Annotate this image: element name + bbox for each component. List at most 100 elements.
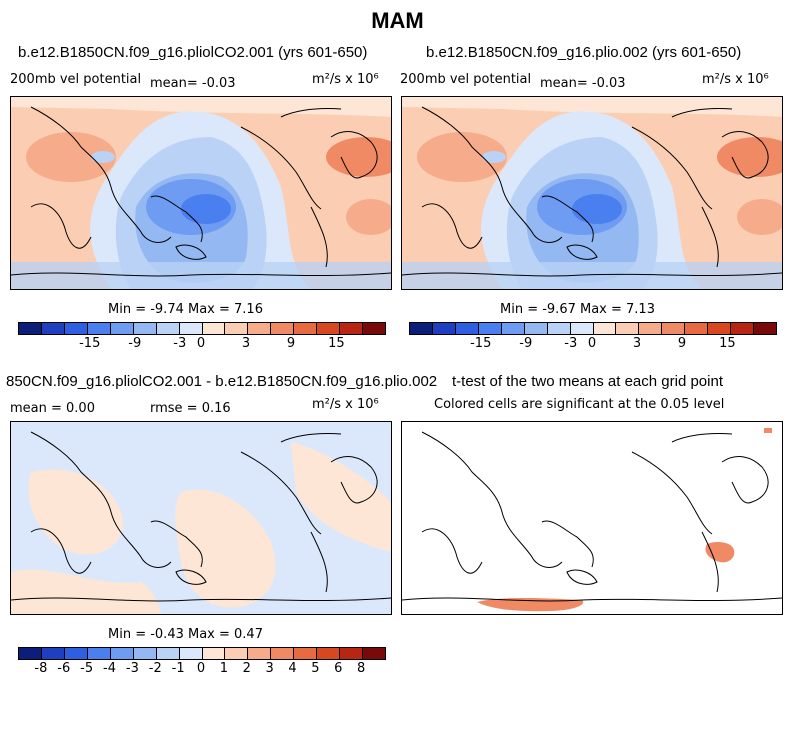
panel3-minmax: Min = -0.43 Max = 0.47 [108,627,263,642]
colorbar-cell [19,648,42,659]
colorbar-cell [41,648,65,659]
tick-label: -2 [148,661,162,676]
tick-label: -3 [173,336,187,351]
colorbar-cell [432,323,456,334]
page-title: MAM [371,8,424,33]
colorbar-cell [340,648,364,659]
colorbar-cell [317,323,341,334]
colorbar-panel3 [18,647,386,660]
tick-label: 5 [311,661,320,676]
colorbar-cell [110,648,134,659]
tick-label: -4 [103,661,116,676]
colorbar-cell [547,323,571,334]
tick-label: 9 [286,336,296,351]
panel2-minmax: Min = -9.67 Max = 7.13 [500,302,655,317]
colorbar-cell [133,323,157,334]
colorbar-cell [708,323,732,334]
colorbar-panel1-ticks: -15 -9 -3 0 3 9 15 [18,336,384,351]
panel3-title: 850CN.f09_g16.pliolCO2.001 - b.e12.B1850… [6,373,438,390]
colorbar-cell [754,323,776,334]
tick-label: -15 [79,336,101,351]
colorbar-panel2 [409,322,777,335]
tick-label: 8 [356,661,366,676]
colorbar-cell [110,323,134,334]
panel1-title: b.e12.B1850CN.f09_g16.pliolCO2.001 (yrs … [18,44,368,61]
tick-label: 0 [196,336,206,351]
tick-label: 15 [328,336,345,351]
tick-label: -3 [125,661,139,676]
tick-label: -6 [57,661,71,676]
colorbar-cell [64,648,88,659]
colorbar-cell [524,323,548,334]
panel1-minmax: Min = -9.74 Max = 7.16 [108,302,263,317]
colorbar-cell [225,323,249,334]
colorbar-cell [248,323,272,334]
colorbar-cell [271,323,295,334]
tick-label: 1 [219,661,229,676]
colorbar-cell [248,648,272,659]
colorbar-cell [685,323,709,334]
panel2-title: b.e12.B1850CN.f09_g16.plio.002 (yrs 601-… [426,44,742,61]
colorbar-cell [455,323,479,334]
tick-label: 9 [677,336,687,351]
tick-label: -15 [470,336,492,351]
colorbar-cell [87,648,111,659]
panel3-mean: mean = 0.00 [10,401,95,416]
colorbar-cell [271,648,295,659]
colorbar-cell [294,323,318,334]
colorbar-cell [731,323,755,334]
tick-label: 0 [587,336,597,351]
tick-label: -1 [171,661,185,676]
colorbar-cell [593,323,617,334]
tick-label: 6 [334,661,343,676]
colorbar-cell [41,323,65,334]
colorbar-panel2-ticks: -15 -9 -3 0 3 9 15 [409,336,775,351]
colorbar-panel1 [18,322,386,335]
colorbar-cell [501,323,525,334]
colorbar-cell [294,648,318,659]
panel4-subtitle: Colored cells are significant at the 0.0… [434,397,725,412]
colorbar-cell [616,323,640,334]
colorbar-cell [64,323,88,334]
tick-label: 2 [242,661,251,676]
colorbar-cell [156,323,180,334]
colorbar-cell [570,323,594,334]
tick-label: -5 [80,661,94,676]
panel3-map [10,421,392,615]
panel1-variable-label: 200mb vel potential [10,72,142,87]
tick-label: -3 [564,336,578,351]
colorbar-cell [363,323,385,334]
tick-label: -9 [519,336,533,351]
colorbar-cell [340,323,364,334]
panel4-title: t-test of the two means at each grid poi… [452,373,723,390]
tick-label: -8 [34,661,48,676]
colorbar-cell [410,323,433,334]
panel1-mean: mean= -0.03 [150,76,236,91]
panel4-map [401,421,783,615]
panel2-variable-label: 200mb vel potential [400,72,532,87]
colorbar-cell [179,648,203,659]
panel2-mean: mean= -0.03 [540,76,626,91]
colorbar-cell [87,323,111,334]
tick-label: -9 [128,336,142,351]
colorbar-cell [662,323,686,334]
tick-label: 0 [196,661,206,676]
colorbar-cell [225,648,249,659]
colorbar-cell [179,323,203,334]
panel2-units: m²/s x 10⁶ [702,72,769,87]
panel3-rmse: rmse = 0.16 [150,401,231,416]
panel2-map [401,96,783,290]
tick-label: 3 [632,336,642,351]
colorbar-cell [639,323,663,334]
panel1-units: m²/s x 10⁶ [312,72,379,87]
colorbar-panel3-ticks: -8 -6 -5 -4 -3 -2 -1 0 1 2 3 4 5 6 8 [18,661,384,676]
panel1-map [10,96,392,290]
colorbar-cell [202,648,226,659]
colorbar-cell [19,323,42,334]
tick-label: 3 [241,336,251,351]
panel3-units: m²/s x 10⁶ [312,397,379,412]
colorbar-cell [202,323,226,334]
tick-label: 4 [288,661,297,676]
colorbar-cell [478,323,502,334]
colorbar-cell [156,648,180,659]
